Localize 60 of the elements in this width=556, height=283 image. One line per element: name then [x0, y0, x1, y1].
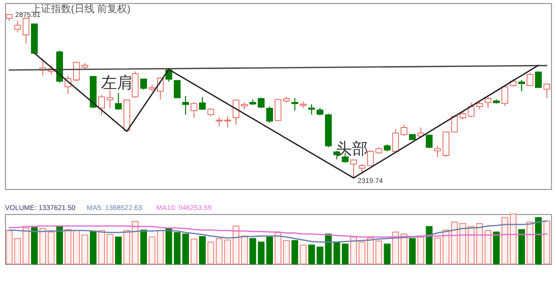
candlestick [426, 134, 433, 149]
bar [165, 228, 172, 264]
bar [48, 232, 55, 264]
candlestick [350, 158, 357, 178]
candlestick [291, 98, 298, 112]
bar [182, 234, 189, 264]
bar [342, 244, 349, 264]
bar [409, 238, 416, 264]
candlestick [190, 102, 198, 118]
candlestick [484, 96, 492, 109]
bar [291, 240, 298, 264]
candlestick [140, 78, 147, 90]
bar [426, 226, 433, 264]
bar [535, 217, 542, 264]
candlestick [535, 70, 542, 88]
bar [190, 238, 198, 264]
bar [31, 227, 38, 264]
candlestick [543, 83, 550, 98]
candlestick [132, 70, 139, 98]
bar [132, 221, 139, 264]
bar [518, 229, 525, 264]
annotation: 左肩 [101, 74, 133, 92]
bar [207, 242, 214, 264]
bar [417, 236, 424, 264]
bar [333, 242, 340, 264]
candlestick [308, 104, 315, 116]
bar [543, 220, 550, 264]
bar [216, 238, 223, 264]
candlestick [266, 106, 273, 124]
bar [501, 217, 508, 264]
bar [300, 244, 307, 264]
bar [266, 236, 273, 264]
candlestick [501, 85, 508, 106]
annotation: 头部 [336, 140, 368, 158]
bar [375, 240, 382, 264]
candlestick [258, 97, 265, 109]
bar [174, 232, 181, 264]
bar [510, 214, 517, 264]
candlestick [115, 92, 122, 110]
candlestick [174, 80, 181, 98]
bar [468, 226, 475, 264]
bar [90, 230, 97, 264]
bar [258, 242, 265, 264]
bar [140, 230, 147, 264]
bar [249, 238, 256, 264]
bar [459, 223, 466, 264]
candlestick [182, 95, 189, 116]
bar [384, 244, 391, 264]
bar [493, 232, 500, 264]
bar [526, 222, 534, 264]
bar [39, 228, 46, 264]
candlestick [199, 96, 206, 110]
bar [6, 230, 13, 264]
bar [115, 236, 122, 264]
bar [123, 230, 130, 264]
candlestick [518, 80, 525, 92]
bar [56, 226, 63, 264]
bar [199, 236, 206, 264]
candlestick [526, 72, 534, 87]
bar [81, 234, 88, 264]
